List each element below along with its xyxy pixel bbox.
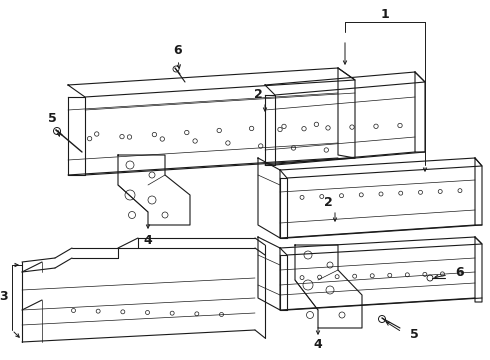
- Text: 2: 2: [323, 195, 332, 208]
- Text: 5: 5: [410, 328, 419, 342]
- Text: 6: 6: [455, 266, 464, 279]
- Text: 5: 5: [48, 112, 56, 125]
- Text: 1: 1: [381, 9, 390, 22]
- Text: 6: 6: [173, 44, 182, 57]
- Text: 4: 4: [144, 234, 152, 247]
- Text: 4: 4: [314, 338, 322, 351]
- Text: 3: 3: [0, 291, 8, 303]
- Text: 2: 2: [254, 89, 262, 102]
